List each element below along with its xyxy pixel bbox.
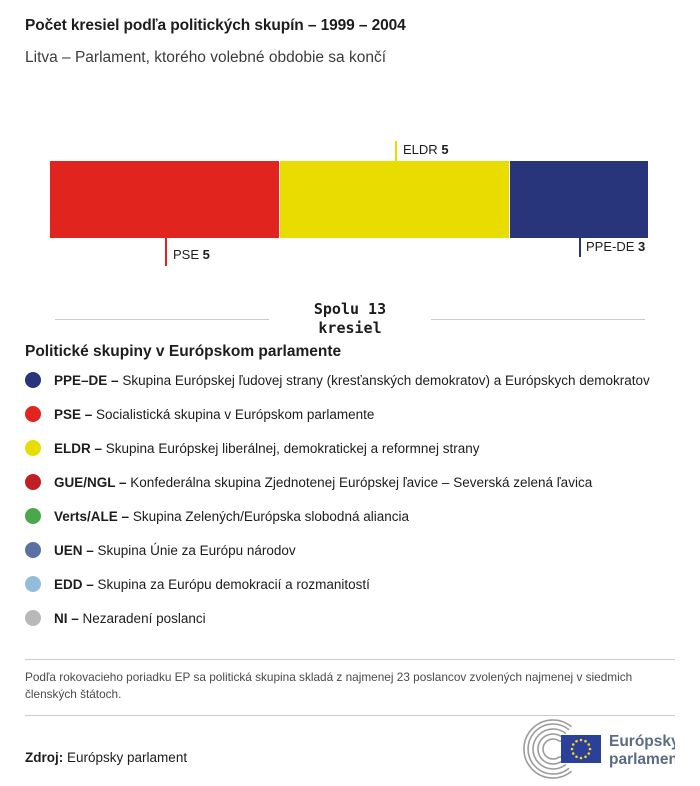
legend-item-eldr: ELDR – Skupina Európskej liberálnej, dem… [25,431,675,465]
seats-bar-chart: ELDR 5 PSE 5 PPE-DE 3 [0,128,700,288]
legend-desc: Konfederálna skupina Zjednotenej Európsk… [130,474,593,490]
pse-bar-label: PSE 5 [173,247,210,262]
legend-desc: Skupina Európskej liberálnej, demokratic… [105,440,480,456]
eldr-tick-mark [395,141,397,162]
footnote-top-divider [25,659,675,660]
legend-item-text: ELDR – Skupina Európskej liberálnej, dem… [54,441,479,456]
source-value: Európsky parlament [67,750,188,765]
pse-seat-count: 5 [202,247,210,262]
legend-item-text: UEN – Skupina Únie za Európu národov [54,543,296,558]
right-divider-line [431,318,645,320]
legend-item-ppede: PPE–DE – Skupina Európskej ľudovej stran… [25,363,675,397]
footnote: Podľa rokovacieho poriadku EP sa politic… [25,670,633,701]
legend-abbr: PPE–DE – [54,372,119,388]
legend-abbr: UEN – [54,542,94,558]
source-label: Zdroj: [25,750,64,765]
bar-segment-ppede [509,161,648,238]
legend-item-text: EDD – Skupina za Európu demokracií a roz… [54,577,370,592]
legend-abbr: PSE – [54,406,93,422]
legend-item-pse: PSE – Socialistická skupina v Európskom … [25,397,675,431]
legend-abbr: EDD – [54,576,94,592]
eldr-bar-label: ELDR 5 [403,142,449,157]
legend-item-guengl: GUE/NGL – Konfederálna skupina Zjednoten… [25,465,675,499]
eu-flag-icon [561,735,601,763]
legend-item-text: Verts/ALE – Skupina Zelených/Európska sl… [54,509,409,524]
logo-wordmark: Európsky parlament [609,733,675,768]
bar-segment-pse [50,161,280,238]
legend-desc: Socialistická skupina v Európskom parlam… [96,406,375,422]
page-title: Počet kresiel podľa politických skupín –… [25,17,406,34]
legend-item-text: PPE–DE – Skupina Európskej ľudovej stran… [54,373,650,388]
source-row: Zdroj: Európsky parlament [25,719,675,779]
logo-text-line2: parlament [609,751,675,768]
ppede-bar-label: PPE-DE 3 [586,239,645,254]
legend-color-dot-edd [25,576,41,592]
legend-color-dot-ppede [25,372,41,388]
stacked-seats-bar [50,161,648,238]
legend-item-vertsale: Verts/ALE – Skupina Zelených/Európska sl… [25,499,675,533]
legend-color-dot-vertsale [25,508,41,524]
legend-item-text: PSE – Socialistická skupina v Európskom … [54,407,374,422]
logo-text-line1: Európsky [609,733,675,750]
legend-title: Politické skupiny v Európskom parlamente [25,343,342,360]
left-divider-line [55,318,269,320]
european-parliament-logo: Európsky parlament [523,719,675,779]
eldr-seat-count: 5 [441,142,449,157]
legend-item-edd: EDD – Skupina za Európu demokracií a roz… [25,567,675,601]
legend-item-text: NI – Nezaradení poslanci [54,611,206,626]
pse-group-name: PSE [173,247,200,262]
total-seats-label: Spolu 13 kresiel [314,300,386,338]
legend-desc: Skupina Únie za Európu národov [97,542,296,558]
legend-color-dot-eldr [25,440,41,456]
ppede-tick-mark [579,238,581,257]
legend: PPE–DE – Skupina Európskej ľudovej stran… [25,363,675,635]
ppede-seat-count: 3 [638,239,646,254]
legend-color-dot-pse [25,406,41,422]
ppede-group-name: PPE-DE [586,239,635,254]
legend-abbr: GUE/NGL – [54,474,127,490]
legend-color-dot-guengl [25,474,41,490]
legend-abbr: Verts/ALE – [54,508,130,524]
legend-item-ni: NI – Nezaradení poslanci [25,601,675,635]
legend-desc: Skupina Zelených/Európska slobodná alian… [132,508,409,524]
legend-desc: Skupina za Európu demokracií a rozmanito… [97,576,370,592]
source-text: Zdroj: Európsky parlament [25,750,187,779]
footnote-bottom-divider [25,715,675,716]
bar-segment-eldr [279,161,510,238]
page-subtitle: Litva – Parlament, ktorého volebné obdob… [25,49,387,66]
legend-desc: Nezaradení poslanci [82,610,206,626]
total-seats-line2: kresiel [318,319,382,337]
eldr-group-name: ELDR [403,142,438,157]
legend-item-text: GUE/NGL – Konfederálna skupina Zjednoten… [54,475,592,490]
legend-item-uen: UEN – Skupina Únie za Európu národov [25,533,675,567]
legend-desc: Skupina Európskej ľudovej strany (kresťa… [122,372,650,388]
legend-abbr: ELDR – [54,440,103,456]
total-seats-row: Spolu 13 kresiel [55,300,645,338]
legend-color-dot-ni [25,610,41,626]
legend-color-dot-uen [25,542,41,558]
total-seats-line1: Spolu 13 [313,300,387,318]
legend-abbr: NI – [54,610,79,626]
pse-tick-mark [165,238,167,266]
